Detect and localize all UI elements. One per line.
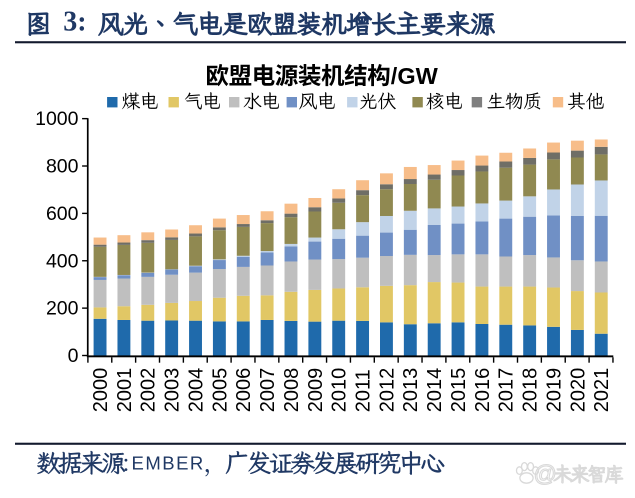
svg-text:2017: 2017 <box>496 368 518 413</box>
svg-text:600: 600 <box>46 203 79 225</box>
svg-text:2011: 2011 <box>352 369 374 412</box>
svg-text:400: 400 <box>46 250 79 272</box>
svg-text:1000: 1000 <box>35 108 79 130</box>
svg-text:2005: 2005 <box>209 368 231 413</box>
svg-text:2006: 2006 <box>233 368 255 413</box>
svg-text:2016: 2016 <box>472 368 494 413</box>
svg-text:2000: 2000 <box>90 368 112 413</box>
svg-text:2015: 2015 <box>448 368 470 413</box>
svg-text:2018: 2018 <box>520 368 542 413</box>
svg-text:3:: 3: <box>63 7 86 38</box>
svg-text:2004: 2004 <box>185 368 207 413</box>
svg-text:2021: 2021 <box>591 368 613 413</box>
svg-text:2014: 2014 <box>424 368 446 413</box>
svg-text:2013: 2013 <box>400 368 422 413</box>
svg-text:2009: 2009 <box>305 368 327 413</box>
svg-text:@: @ <box>534 461 557 487</box>
svg-text:2003: 2003 <box>162 368 184 413</box>
svg-text:0: 0 <box>68 345 79 367</box>
svg-text:2008: 2008 <box>281 368 303 413</box>
svg-text:EMBER: EMBER <box>132 453 205 474</box>
svg-text:800: 800 <box>46 156 79 178</box>
svg-text:2007: 2007 <box>257 368 279 413</box>
svg-text:2012: 2012 <box>376 368 398 413</box>
svg-text:2010: 2010 <box>329 368 351 413</box>
svg-text:2002: 2002 <box>138 368 160 413</box>
svg-text:2019: 2019 <box>543 368 565 413</box>
svg-text:/GW: /GW <box>391 63 439 89</box>
svg-text:200: 200 <box>46 298 79 320</box>
svg-text:2001: 2001 <box>114 368 136 413</box>
svg-text:2020: 2020 <box>567 368 589 413</box>
